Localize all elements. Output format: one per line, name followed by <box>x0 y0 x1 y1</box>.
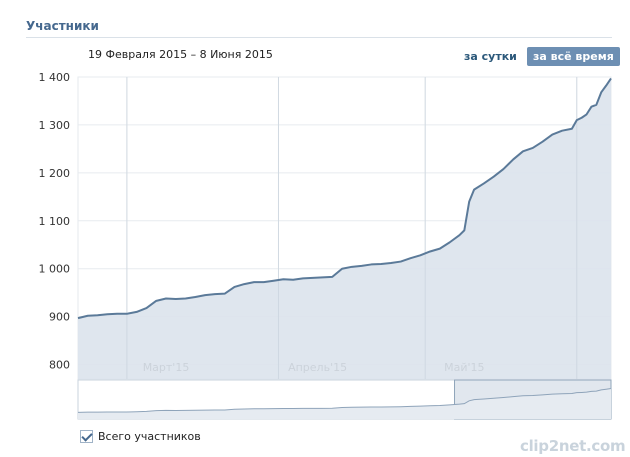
period-all-time-tab[interactable]: за всё время <box>527 47 620 66</box>
navigator-line <box>77 388 612 413</box>
y-tick-label: 1 000 <box>39 263 71 276</box>
section-divider <box>26 37 612 38</box>
y-tick-label: 900 <box>49 311 70 324</box>
navigator-area <box>78 388 611 419</box>
series-line <box>77 77 612 320</box>
series-area <box>78 78 611 379</box>
y-tick-label: 1 300 <box>39 119 71 132</box>
y-tick-label: 1 400 <box>39 71 71 84</box>
period-day-tab[interactable]: за сутки <box>464 50 517 63</box>
legend-label: Всего участников <box>98 429 201 443</box>
legend-checkbox[interactable] <box>80 429 93 443</box>
watermark-logo: clip2net.com <box>520 437 626 455</box>
y-tick-label: 800 <box>49 359 70 372</box>
date-range-label: 19 Февраля 2015 – 8 Июня 2015 <box>88 48 273 61</box>
y-tick-label: 1 200 <box>39 167 71 180</box>
y-tick-label: 1 100 <box>39 215 71 228</box>
legend-total-members[interactable]: Всего участников <box>80 428 201 444</box>
section-title: Участники <box>26 19 99 33</box>
